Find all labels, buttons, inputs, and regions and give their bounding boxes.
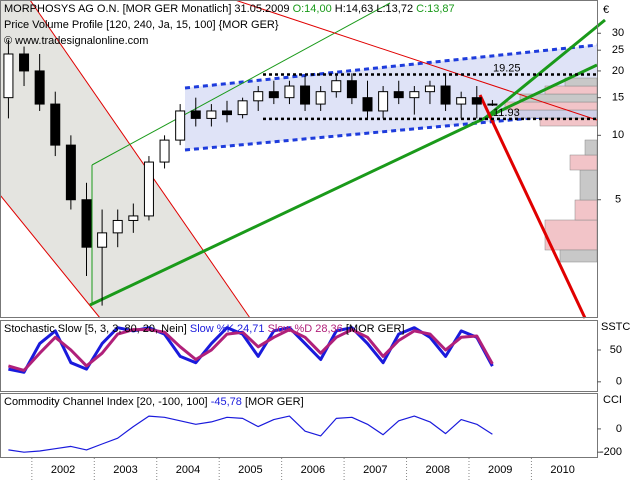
trend-line [484,18,606,120]
y-tick-label: 0 [616,423,622,435]
candle-body [112,219,123,234]
trend-line [0,194,101,319]
candle-body [315,91,326,105]
y-tick-label: 15 [612,92,624,104]
down-channel [0,0,250,318]
channel-line [184,43,598,90]
trend-line [234,0,598,121]
y-tick-label: 5 [615,194,621,206]
candle-body [19,53,30,72]
y-tick-label: 50 [610,344,622,356]
candle-body [362,97,373,112]
panel-frame [0,320,598,392]
axis-label: CCI [603,394,622,406]
y-tick-label: 0 [616,376,622,388]
candle-body [440,85,451,105]
candle-body [300,85,311,105]
level-label: 11.93 [493,107,520,119]
level-label: 19.25 [493,62,521,74]
chart-title: MORPHOSYS AG O.N. [MOR GER Monatlich] 31… [4,3,455,15]
symbol: [MOR GER] [245,396,304,408]
y-tick-label: 20 [612,65,624,77]
indicator-name: Stochastic Slow [5, 3, 3, 80, 20, Nein] [4,323,187,335]
x-tick-label: 2010 [550,464,574,476]
candle-body [409,91,420,99]
candle-body [253,91,264,102]
trend-line [91,2,391,166]
candle-body [346,80,357,99]
trend-line [29,0,251,319]
y-tick-label: 30 [612,27,624,39]
trend-line [89,63,598,307]
axis-label: SSTC [601,321,630,333]
candle-body [97,232,108,248]
candle-body [190,110,201,119]
x-tick-label: 2008 [426,464,450,476]
copyright: © www.tradesignalonline.com [4,35,148,47]
x-tick-label: 2003 [113,464,137,476]
last-value: 28,36 [315,323,343,335]
candle-body [284,85,295,99]
candle-body [331,80,342,93]
candle-body [81,199,92,248]
y-tick-label: 25 [612,44,624,56]
ohlc-label: H:14,63 [335,3,374,15]
ohlc-label: O:14,00 [293,3,332,15]
candle-body [268,91,279,99]
up-channel [185,45,597,150]
panel-title: Stochastic Slow [5, 3, 3, 80, 20, Nein] … [4,323,405,335]
candle-body [128,215,139,221]
title: MORPHOSYS AG O.N. [MOR GER Monatlich] 31… [4,3,290,15]
candle-body [456,97,467,105]
candle-body [221,110,232,116]
candle-body [50,103,61,146]
y-tick-label: 10 [612,129,624,141]
candle-body [34,70,45,105]
panel-frame [0,0,598,318]
legend-entry: Slow %K [190,323,235,335]
candle-body [237,100,248,116]
subtitle: Price Volume Profile [120, 240, Ja, 15, … [4,19,279,31]
panel-frame [0,393,598,458]
series-line [7,328,494,372]
candle-body [471,97,482,105]
candle-body [159,139,170,163]
candle-body [206,110,217,119]
y-tick-label: -200 [600,446,622,458]
candle-body [143,161,154,217]
plot: 19.25 11.93 [3,39,597,453]
ohlc-label: C:13,87 [416,3,455,15]
axis-label: € [603,4,609,16]
candle-body [393,91,404,99]
legend-entry: Slow %D [268,323,313,335]
panel-title: Commodity Channel Index [20, -100, 100] … [4,396,304,408]
x-tick-label: 2005 [238,464,262,476]
candle-body [378,91,389,112]
last-value: -45,78 [211,396,242,408]
ohlc-label: L:13,72 [376,3,413,15]
x-tick-label: 2006 [301,464,325,476]
candle-body [65,144,76,201]
x-tick-label: 2004 [176,464,200,476]
candle-body [424,85,435,93]
symbol: [MOR GER] [346,323,405,335]
candle-body [487,103,498,106]
series-line [8,415,493,453]
indicator-name: Commodity Channel Index [20, -100, 100] [4,396,208,408]
x-tick-label: 2007 [363,464,387,476]
trend-line [478,94,587,319]
x-tick-label: 2009 [488,464,512,476]
last-value: 24,71 [237,323,265,335]
candle-body [3,53,14,99]
candle-body [175,110,186,141]
x-tick-label: 2002 [51,464,75,476]
volume-profile [504,77,598,263]
